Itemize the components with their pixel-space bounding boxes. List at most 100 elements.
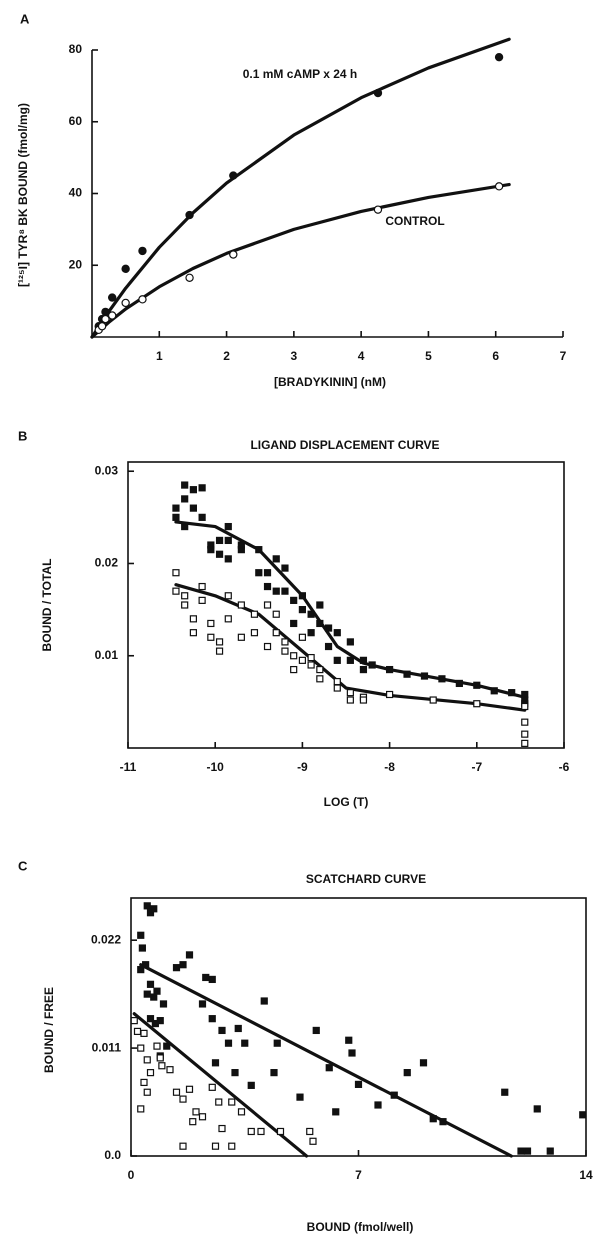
data-point (473, 681, 481, 689)
panel-1: B LIGAND DISPLACEMENT CURVE LOG (T) BOUND /… (18, 428, 570, 809)
data-point (439, 1118, 447, 1126)
data-point (438, 675, 446, 683)
data-point (185, 1085, 194, 1093)
x-tick-label: -9 (297, 760, 308, 774)
data-point (309, 1137, 317, 1145)
fit-curve (174, 583, 527, 712)
data-point (172, 964, 181, 972)
data-point (473, 700, 481, 708)
x-tick-label: -10 (207, 760, 225, 774)
y-tick-label: 0.011 (92, 1040, 122, 1054)
data-point (185, 273, 194, 283)
data-point (455, 679, 463, 688)
data-point (207, 546, 215, 554)
data-point (189, 615, 197, 623)
data-point (198, 596, 206, 604)
data-point (307, 661, 315, 669)
data-point (153, 1042, 161, 1050)
data-point (359, 665, 368, 674)
data-point (290, 652, 298, 660)
data-point (333, 684, 341, 692)
data-point (307, 610, 315, 618)
data-point (181, 481, 189, 489)
data-point (298, 592, 306, 600)
data-point (179, 961, 187, 969)
data-point (241, 1039, 249, 1047)
data-point (490, 687, 498, 695)
data-point (359, 696, 368, 704)
data-point (140, 1029, 148, 1037)
data-point (263, 582, 272, 591)
x-tick-label: 3 (291, 349, 298, 363)
data-point (263, 569, 272, 577)
plot-frame (127, 461, 565, 749)
data-point (373, 205, 383, 214)
data-point (354, 1080, 363, 1088)
fit-curve (90, 182, 511, 339)
panel-0: A [BRADYKININ] (nM) [¹²⁵I] TYR⁸ BK BOUND (… (16, 11, 566, 389)
data-point (325, 1064, 333, 1072)
data-point (189, 504, 197, 512)
data-point (290, 596, 298, 604)
data-point (533, 1105, 541, 1113)
data-point (316, 665, 324, 674)
data-point (143, 1088, 151, 1096)
data-point (494, 52, 504, 62)
data-point (179, 1095, 187, 1103)
data-point (420, 672, 429, 680)
data-point (501, 1088, 509, 1096)
data-point (290, 665, 298, 674)
y-axis-label: BOUND / FREE (42, 987, 56, 1073)
panel-label: A (20, 11, 30, 26)
data-point (192, 1108, 200, 1116)
data-point (332, 1108, 340, 1116)
data-point (143, 990, 151, 998)
data-point (228, 1098, 236, 1106)
series-label: CONTROL (385, 214, 444, 228)
data-point (281, 587, 289, 595)
y-tick-label: 80 (69, 42, 83, 56)
data-point (250, 629, 259, 637)
series-label: 0.1 mM cAMP x 24 h (243, 67, 358, 81)
y-axis-label: BOUND / TOTAL (40, 559, 54, 652)
data-point (521, 718, 529, 726)
x-axis-label: BOUND (fmol/well) (307, 1220, 414, 1234)
data-point (237, 1108, 246, 1116)
data-point (172, 569, 180, 577)
data-point (138, 944, 146, 952)
data-point (133, 1027, 142, 1036)
y-tick-label: 0.0 (104, 1148, 121, 1162)
data-point (156, 1054, 164, 1062)
data-point (146, 1015, 155, 1023)
data-point (215, 550, 224, 558)
data-point (146, 1069, 155, 1077)
data-point (316, 619, 324, 628)
data-point (215, 647, 224, 655)
y-tick-label: 0.03 (95, 463, 119, 477)
data-point (348, 1049, 356, 1057)
y-tick-label: 20 (69, 257, 83, 271)
x-tick-label: 7 (355, 1168, 362, 1182)
data-point (494, 182, 504, 191)
data-point (263, 642, 272, 651)
data-point (247, 1127, 255, 1136)
data-point (208, 975, 216, 984)
data-point (97, 322, 107, 331)
data-point (346, 656, 354, 664)
data-point (273, 1039, 281, 1047)
data-point (346, 696, 354, 704)
data-point (316, 601, 324, 609)
data-point (208, 1083, 216, 1091)
data-point (234, 1024, 242, 1033)
data-point (156, 1017, 164, 1025)
data-point (137, 1044, 145, 1052)
data-point (231, 1069, 239, 1077)
data-point (146, 980, 155, 988)
x-tick-label: -6 (559, 760, 570, 774)
data-point (521, 730, 529, 738)
data-point (185, 210, 194, 220)
data-point (333, 629, 341, 637)
data-point (260, 997, 268, 1005)
data-point (224, 522, 232, 531)
data-point (224, 615, 232, 623)
